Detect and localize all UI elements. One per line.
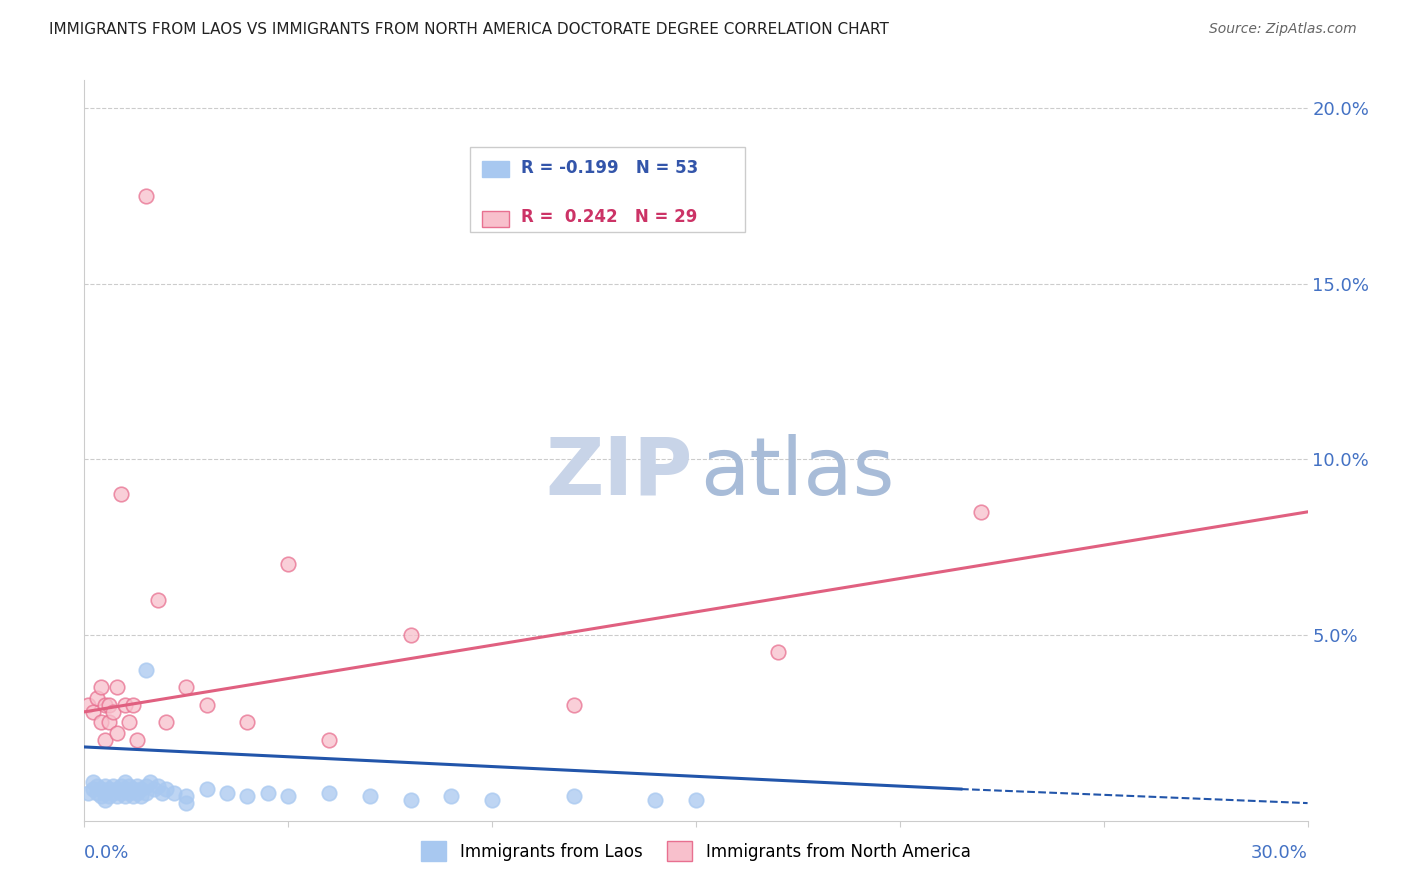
Point bbox=[131, 789, 153, 803]
Point bbox=[481, 792, 503, 806]
Point bbox=[195, 698, 218, 712]
Point bbox=[105, 681, 128, 695]
Point bbox=[105, 726, 128, 740]
Text: IMMIGRANTS FROM LAOS VS IMMIGRANTS FROM NORTH AMERICA DOCTORATE DEGREE CORRELATI: IMMIGRANTS FROM LAOS VS IMMIGRANTS FROM … bbox=[49, 22, 889, 37]
Point bbox=[77, 698, 100, 712]
Point bbox=[97, 698, 120, 712]
Point bbox=[105, 789, 128, 803]
Point bbox=[77, 786, 100, 800]
Point bbox=[131, 782, 153, 797]
Point bbox=[90, 782, 112, 797]
Point bbox=[105, 782, 128, 797]
Point bbox=[114, 775, 136, 789]
Point bbox=[146, 779, 169, 793]
Point bbox=[90, 681, 112, 695]
Point bbox=[93, 779, 115, 793]
Point bbox=[110, 786, 132, 800]
Point bbox=[93, 733, 115, 747]
Point bbox=[86, 779, 108, 793]
Point bbox=[97, 782, 120, 797]
Point bbox=[685, 792, 707, 806]
Point bbox=[122, 698, 145, 712]
Point bbox=[644, 792, 666, 806]
Point bbox=[399, 792, 422, 806]
Point bbox=[163, 786, 186, 800]
Point bbox=[399, 628, 422, 642]
Text: ZIP: ZIP bbox=[546, 434, 692, 512]
Point bbox=[93, 792, 115, 806]
Point bbox=[82, 775, 104, 789]
Point bbox=[195, 782, 218, 797]
Point bbox=[93, 698, 115, 712]
Text: Source: ZipAtlas.com: Source: ZipAtlas.com bbox=[1209, 22, 1357, 37]
Text: R = -0.199   N = 53: R = -0.199 N = 53 bbox=[522, 159, 699, 177]
Point bbox=[970, 505, 993, 519]
Point bbox=[86, 786, 108, 800]
Point bbox=[135, 189, 157, 203]
Point bbox=[86, 690, 108, 705]
Point bbox=[318, 786, 340, 800]
Point bbox=[97, 789, 120, 803]
Point bbox=[93, 786, 115, 800]
Point bbox=[150, 786, 173, 800]
Point bbox=[142, 782, 165, 797]
Point bbox=[97, 715, 120, 730]
Legend: Immigrants from Laos, Immigrants from North America: Immigrants from Laos, Immigrants from No… bbox=[415, 834, 977, 868]
Point bbox=[236, 789, 259, 803]
Point bbox=[114, 789, 136, 803]
Text: atlas: atlas bbox=[700, 434, 894, 512]
Point bbox=[127, 786, 149, 800]
Point bbox=[118, 786, 141, 800]
Point bbox=[562, 789, 585, 803]
Point bbox=[236, 715, 259, 730]
Point bbox=[127, 733, 149, 747]
Text: 30.0%: 30.0% bbox=[1251, 845, 1308, 863]
Point bbox=[122, 789, 145, 803]
Point bbox=[155, 715, 177, 730]
Point bbox=[110, 779, 132, 793]
Point bbox=[155, 782, 177, 797]
FancyBboxPatch shape bbox=[470, 147, 745, 232]
Point bbox=[257, 786, 280, 800]
Point bbox=[174, 789, 197, 803]
Point bbox=[114, 698, 136, 712]
Point bbox=[82, 705, 104, 719]
Text: R =  0.242   N = 29: R = 0.242 N = 29 bbox=[522, 208, 697, 227]
Point bbox=[82, 782, 104, 797]
Point bbox=[138, 775, 160, 789]
Point bbox=[135, 779, 157, 793]
Point bbox=[118, 779, 141, 793]
Point bbox=[90, 715, 112, 730]
Point bbox=[118, 715, 141, 730]
Point bbox=[101, 779, 124, 793]
Point bbox=[122, 782, 145, 797]
Point bbox=[127, 779, 149, 793]
Point bbox=[110, 487, 132, 501]
Text: 0.0%: 0.0% bbox=[84, 845, 129, 863]
Point bbox=[101, 786, 124, 800]
FancyBboxPatch shape bbox=[482, 161, 509, 178]
Point bbox=[146, 592, 169, 607]
Point bbox=[359, 789, 381, 803]
Point bbox=[766, 645, 789, 659]
Point bbox=[174, 681, 197, 695]
Point bbox=[277, 558, 299, 572]
Point bbox=[217, 786, 239, 800]
FancyBboxPatch shape bbox=[482, 211, 509, 227]
Point bbox=[277, 789, 299, 803]
Point bbox=[318, 733, 340, 747]
Point bbox=[101, 705, 124, 719]
Point bbox=[562, 698, 585, 712]
Point bbox=[440, 789, 463, 803]
Point bbox=[114, 782, 136, 797]
Point bbox=[174, 796, 197, 810]
Point bbox=[135, 786, 157, 800]
Point bbox=[90, 789, 112, 803]
Point bbox=[135, 663, 157, 677]
